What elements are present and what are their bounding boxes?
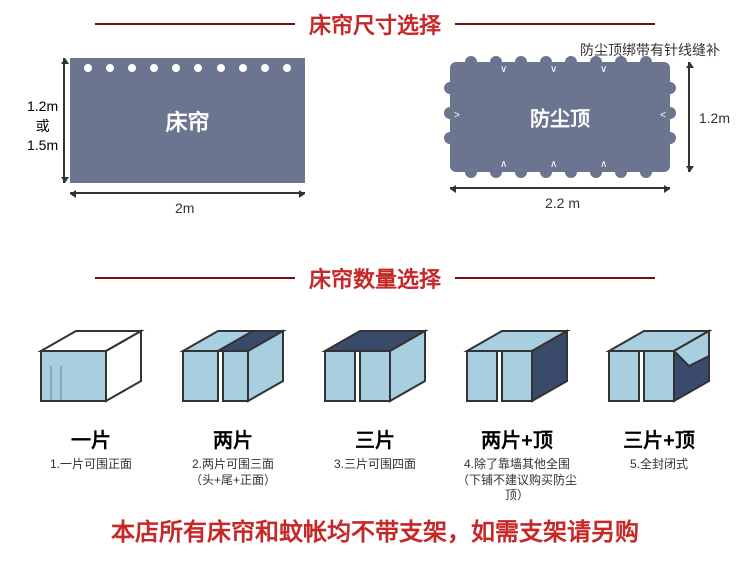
qty5-title: 三片+顶 xyxy=(594,424,724,453)
title-line-right xyxy=(455,23,655,25)
height-or: 或 xyxy=(27,117,58,137)
qty1-desc: 1.一片可围正面 xyxy=(26,457,156,473)
dusttop-label: 防尘顶 xyxy=(530,103,590,132)
qty2-title: 两片 xyxy=(168,424,298,453)
qty-item-3: 三片 3.三片可围四面 xyxy=(310,316,440,504)
quantity-section: 一片 1.一片可围正面 两片 2.两片可围三面 （头+尾+正面） 三片 3 xyxy=(0,306,750,504)
qty-item-1: 一片 1.一片可围正面 xyxy=(26,316,156,504)
dusttop-width-dim xyxy=(450,187,670,189)
dusttop-height-label: 1.2m xyxy=(699,110,730,126)
title-line-left xyxy=(95,23,295,25)
qty4-title: 两片+顶 xyxy=(452,424,582,453)
qty5-desc: 5.全封闭式 xyxy=(594,457,724,473)
curtain-width-dim xyxy=(70,192,305,194)
curtain-width-label: 2m xyxy=(175,200,194,216)
qty-item-5: 三片+顶 5.全封闭式 xyxy=(594,316,724,504)
curtain-height-dim xyxy=(63,58,65,183)
quantity-section-title: 床帘数量选择 xyxy=(0,262,750,294)
dusttop-height-dim xyxy=(688,62,690,172)
dusttop-shape: ∨∨∨ ∧∧∧ >< 防尘顶 xyxy=(450,62,670,172)
diagram-3piece xyxy=(315,316,435,416)
curtain-holes xyxy=(70,64,305,72)
curtain-height-labels: 1.2m 或 1.5m xyxy=(27,97,58,156)
diagram-2piece xyxy=(173,316,293,416)
qty3-title: 三片 xyxy=(310,424,440,453)
size-section-title: 床帘尺寸选择 xyxy=(0,8,750,40)
height-val-1: 1.2m xyxy=(27,97,58,117)
qty3-desc: 3.三片可围四面 xyxy=(310,457,440,473)
title-line-left2 xyxy=(95,277,295,279)
qty2-desc: 2.两片可围三面 （头+尾+正面） xyxy=(168,457,298,488)
footer-notice: 本店所有床帘和蚊帐均不带支架，如需支架请另购 xyxy=(0,512,750,547)
qty1-title: 一片 xyxy=(26,424,156,453)
curtain-diagram: 1.2m 或 1.5m 床帘 2m xyxy=(45,52,305,183)
quantity-title-text: 床帘数量选择 xyxy=(309,267,441,292)
diagram-2piece-top xyxy=(457,316,577,416)
dusttop-diagram: ∨∨∨ ∧∧∧ >< 防尘顶 1.2m 2.2 m xyxy=(450,62,670,172)
dusttop-width-label: 2.2 m xyxy=(545,195,580,211)
size-title-text: 床帘尺寸选择 xyxy=(309,13,441,38)
size-section: 1.2m 或 1.5m 床帘 2m ∨∨∨ ∧∧∧ >< 防尘顶 1.2m xyxy=(0,52,750,252)
qty-item-4: 两片+顶 4.除了靠墙其他全围 （下铺不建议购买防尘顶） xyxy=(452,316,582,504)
height-val-2: 1.5m xyxy=(27,136,58,156)
qty-item-2: 两片 2.两片可围三面 （头+尾+正面） xyxy=(168,316,298,504)
curtain-label: 床帘 xyxy=(165,105,209,137)
title-line-right2 xyxy=(455,277,655,279)
diagram-3piece-top xyxy=(599,316,719,416)
curtain-shape: 床帘 xyxy=(70,58,305,183)
qty4-desc: 4.除了靠墙其他全围 （下铺不建议购买防尘顶） xyxy=(452,457,582,504)
diagram-1piece xyxy=(31,316,151,416)
